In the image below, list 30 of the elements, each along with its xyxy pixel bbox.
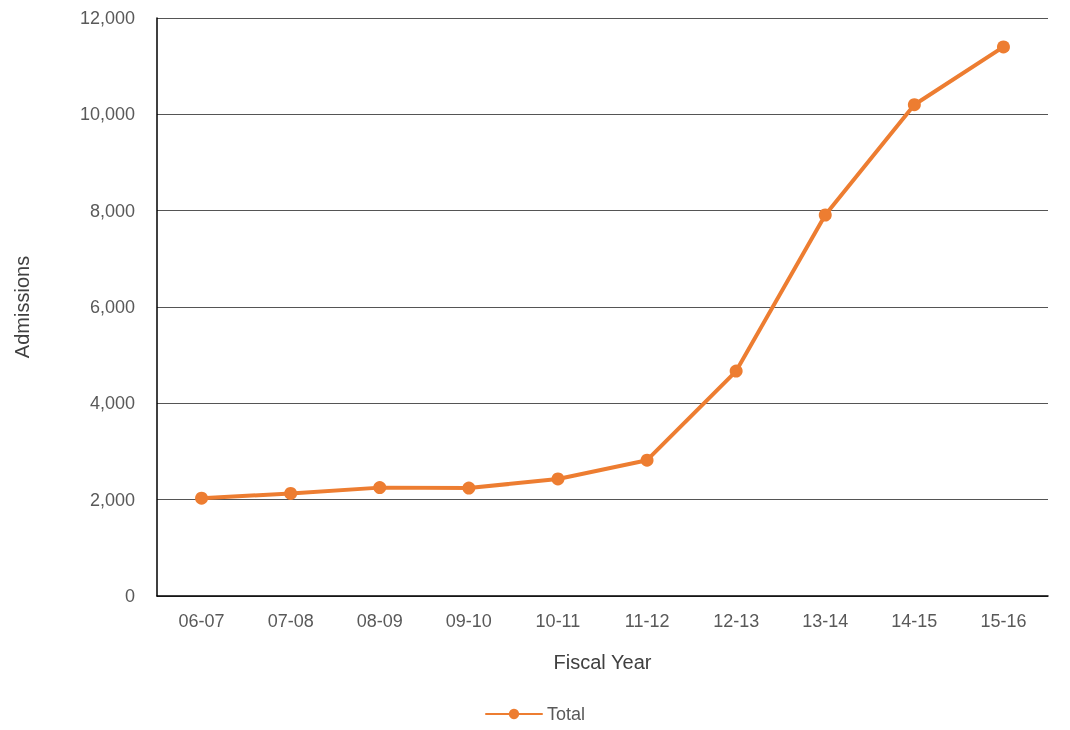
y-tick-label: 8,000 bbox=[89, 200, 135, 221]
point bbox=[551, 472, 565, 486]
x-tick-label: 14-15 bbox=[891, 611, 938, 631]
x-tick-label: 09-10 bbox=[445, 611, 492, 631]
x-tick-label: 13-14 bbox=[802, 611, 849, 631]
point bbox=[462, 481, 476, 495]
point bbox=[284, 486, 298, 500]
x-tick-label: 10-11 bbox=[535, 611, 581, 631]
x-axis-title: Fiscal Year bbox=[553, 651, 652, 673]
point bbox=[818, 208, 832, 222]
x-tick-label: 06-07 bbox=[178, 611, 225, 631]
y-axis-title: Admissions bbox=[11, 255, 33, 359]
y-tick-label: 4,000 bbox=[89, 393, 135, 414]
point bbox=[640, 453, 654, 467]
x-tick-label: 15-16 bbox=[980, 611, 1027, 631]
y-tick-label: 2,000 bbox=[89, 489, 135, 510]
y-tick-label: 12,000 bbox=[79, 8, 135, 28]
point bbox=[195, 491, 209, 505]
point bbox=[373, 481, 387, 495]
point bbox=[907, 98, 921, 112]
x-tick-label: 08-09 bbox=[356, 611, 403, 631]
x-tick-label: 12-13 bbox=[713, 611, 760, 631]
y-tick-label: 10,000 bbox=[79, 104, 135, 125]
y-tick-label: 0 bbox=[124, 586, 135, 606]
point bbox=[729, 364, 743, 378]
y-tick-label: 6,000 bbox=[89, 297, 135, 317]
x-tick-label: 11-12 bbox=[624, 611, 670, 631]
point bbox=[996, 40, 1010, 54]
legend-label: Total bbox=[546, 704, 586, 724]
x-tick-label: 07-08 bbox=[267, 611, 314, 631]
